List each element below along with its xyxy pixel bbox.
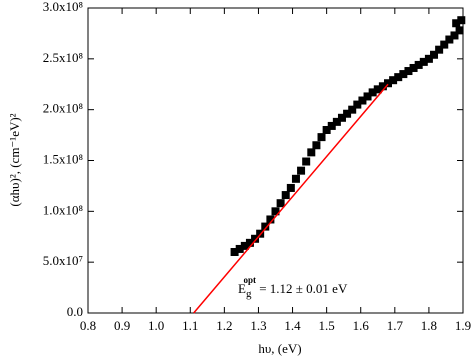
data-point xyxy=(455,26,464,35)
data-point xyxy=(271,207,280,216)
annotation: Eg opt = 1.12 ± 0.01 eV xyxy=(238,275,348,299)
x-axis-label: hυ, (eV) xyxy=(258,341,301,356)
data-point xyxy=(450,31,459,40)
data-point xyxy=(286,183,295,192)
fit-line xyxy=(193,83,389,314)
x-tick-label: 0.8 xyxy=(80,318,96,333)
x-tick-label: 1.0 xyxy=(148,318,164,333)
data-point xyxy=(424,54,433,63)
x-tick-label: 0.9 xyxy=(114,318,130,333)
data-point xyxy=(363,92,372,101)
data-point xyxy=(399,70,408,79)
data-point xyxy=(353,100,362,109)
data-point xyxy=(276,199,285,208)
data-point xyxy=(230,248,239,256)
data-point xyxy=(281,191,290,200)
x-tick-label: 1.6 xyxy=(353,318,370,333)
y-tick-label: 3.0x10⁸ xyxy=(43,0,84,14)
data-point xyxy=(348,105,357,114)
data-point xyxy=(409,63,418,72)
data-point xyxy=(358,96,367,105)
annotation-sub: g xyxy=(246,288,252,300)
data-point xyxy=(368,88,377,97)
data-point xyxy=(343,109,352,118)
data-point xyxy=(245,238,254,247)
y-tick-label: 2.5x10⁸ xyxy=(43,50,84,65)
data-point xyxy=(414,60,423,69)
y-tick-label: 0.0 xyxy=(67,304,83,319)
x-tick-label: 1.2 xyxy=(216,318,232,333)
data-point xyxy=(445,35,454,44)
data-point xyxy=(266,215,275,224)
data-point xyxy=(302,157,311,166)
data-point xyxy=(317,133,326,142)
data-point xyxy=(430,50,439,59)
data-point xyxy=(378,82,387,91)
data-point xyxy=(312,141,321,150)
x-tick-label: 1.4 xyxy=(284,318,301,333)
y-tick-label: 5.0x10⁷ xyxy=(43,253,83,268)
data-point xyxy=(235,244,244,253)
y-tick-label: 1.0x10⁸ xyxy=(43,202,84,217)
data-point xyxy=(327,121,336,130)
data-point xyxy=(261,222,270,231)
data-point xyxy=(452,19,461,28)
data-point xyxy=(291,174,300,183)
data-point xyxy=(322,126,331,134)
data-point xyxy=(389,76,398,85)
x-tick-label: 1.9 xyxy=(455,318,471,333)
x-tick-label: 1.8 xyxy=(421,318,437,333)
y-tick-label: 1.5x10⁸ xyxy=(43,151,84,166)
x-tick-label: 1.1 xyxy=(182,318,198,333)
y-tick-label: 2.0x10⁸ xyxy=(43,101,84,116)
annotation-base: E xyxy=(238,281,246,296)
annotation-text: = 1.12 ± 0.01 eV xyxy=(256,281,348,296)
data-point xyxy=(332,117,341,126)
data-point xyxy=(440,40,449,49)
data-point xyxy=(240,241,249,250)
data-point xyxy=(404,67,413,76)
data-point xyxy=(384,79,392,88)
annotation-sup: opt xyxy=(243,275,256,285)
data-point xyxy=(251,234,260,243)
data-point xyxy=(297,166,306,175)
data-point xyxy=(457,16,466,25)
x-tick-label: 1.7 xyxy=(387,318,404,333)
data-point xyxy=(337,113,346,122)
data-point xyxy=(435,45,444,54)
y-axis-label: (αhυ)², (cm⁻¹eV)² xyxy=(7,113,22,206)
data-point xyxy=(394,73,403,82)
data-point xyxy=(307,148,316,157)
x-tick-label: 1.5 xyxy=(319,318,335,333)
data-point xyxy=(373,85,382,94)
data-point xyxy=(419,57,428,66)
plot-frame xyxy=(87,7,464,314)
x-tick-label: 1.3 xyxy=(250,318,266,333)
